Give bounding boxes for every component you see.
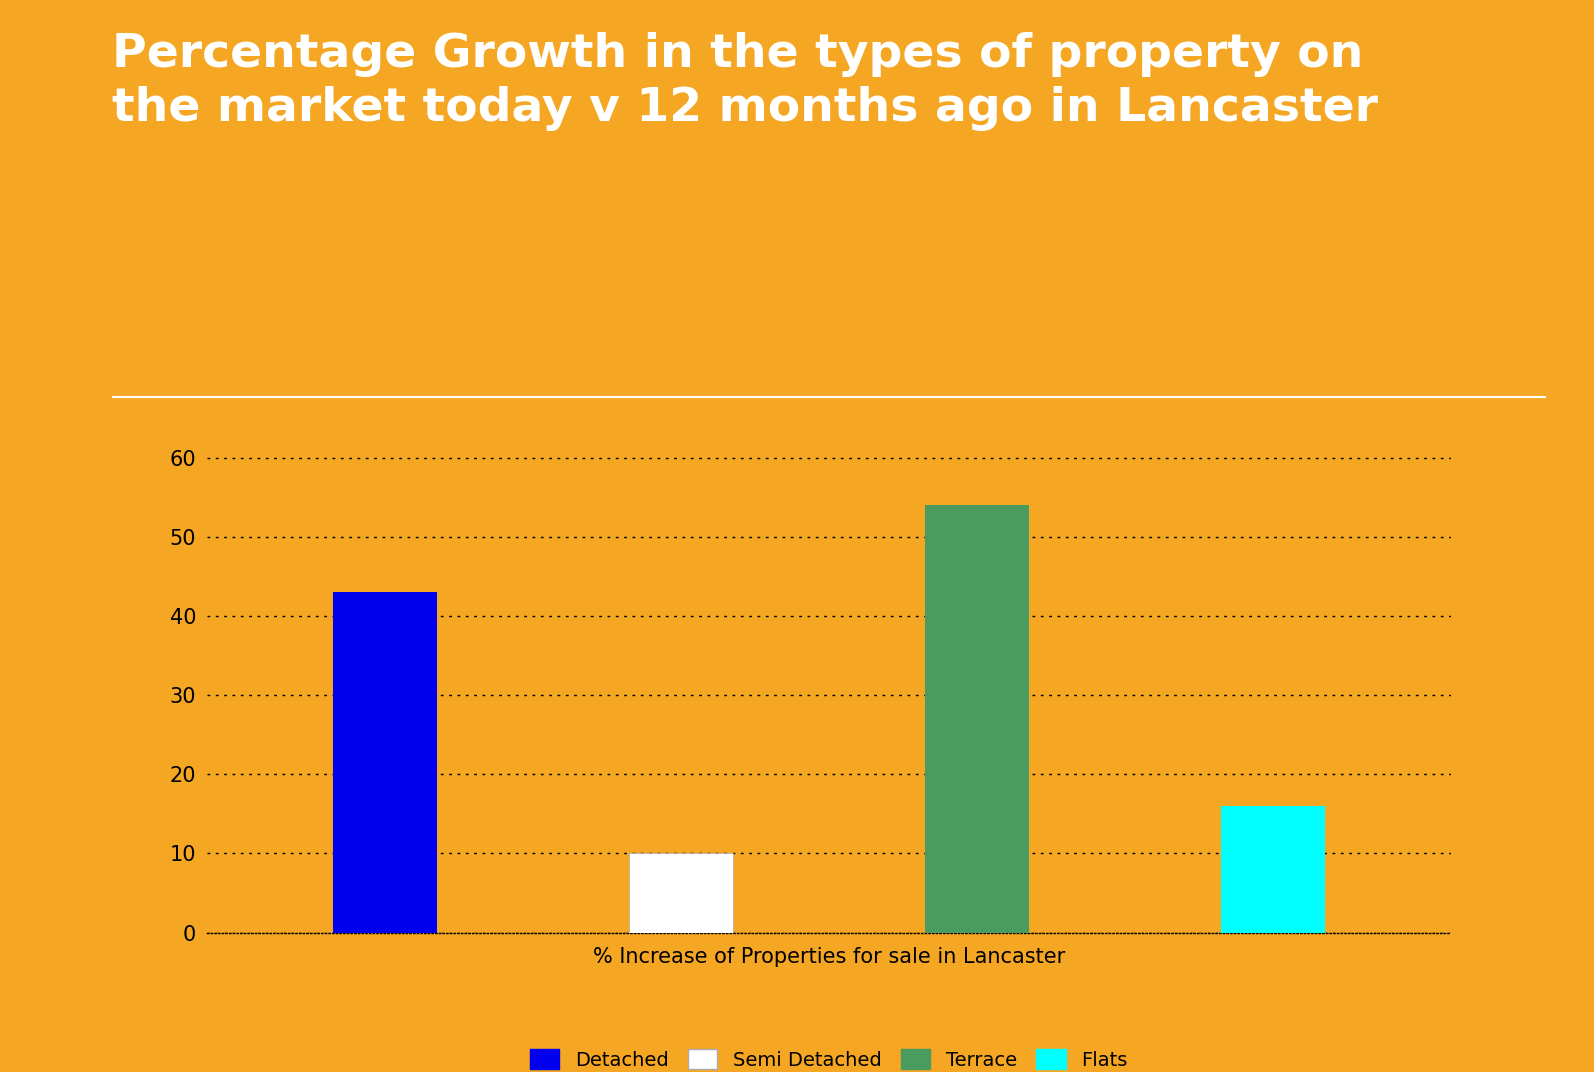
Bar xyxy=(925,505,1028,933)
Bar xyxy=(333,592,437,933)
Bar xyxy=(1221,806,1325,933)
X-axis label: % Increase of Properties for sale in Lancaster: % Increase of Properties for sale in Lan… xyxy=(593,947,1065,967)
Bar xyxy=(630,853,733,933)
Legend: Detached, Semi Detached, Terrace, Flats: Detached, Semi Detached, Terrace, Flats xyxy=(523,1041,1135,1072)
Text: Percentage Growth in the types of property on
the market today v 12 months ago i: Percentage Growth in the types of proper… xyxy=(112,32,1377,131)
